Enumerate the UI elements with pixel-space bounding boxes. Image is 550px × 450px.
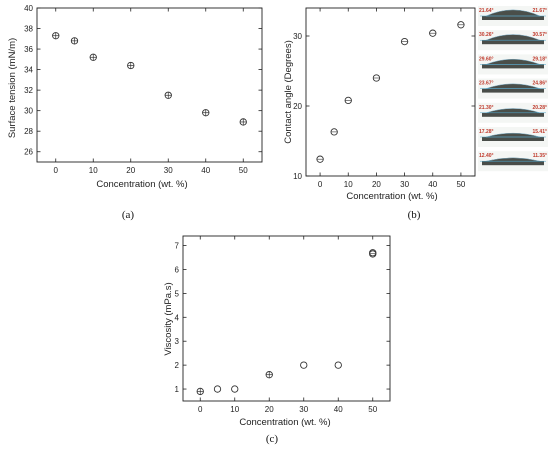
data-point — [400, 37, 409, 46]
x-tick-label: 40 — [201, 166, 210, 175]
drop-angle-left: 23.67° — [479, 81, 494, 87]
data-point — [316, 155, 324, 163]
x-tick-label: 30 — [400, 180, 409, 189]
y-tick-label: 30 — [24, 107, 33, 116]
drop-angle-left: 30.26° — [479, 32, 494, 38]
data-point — [429, 29, 437, 37]
drop-angle-left: 17.28° — [479, 129, 494, 135]
y-tick-label: 1 — [175, 385, 180, 394]
data-point — [457, 21, 465, 29]
data-point — [164, 91, 172, 99]
panel-label: (b) — [408, 209, 421, 221]
data-point — [196, 387, 204, 396]
x-tick-label: 20 — [126, 166, 135, 175]
data-point — [213, 385, 222, 393]
data-point — [300, 361, 308, 369]
data-point — [369, 249, 377, 258]
y-tick-label: 38 — [24, 25, 33, 34]
y-tick-label: 28 — [24, 127, 33, 136]
x-tick-label: 40 — [334, 405, 343, 414]
x-tick-label: 0 — [318, 180, 323, 189]
plot-frame — [305, 7, 476, 177]
drop-image: 29.60° 29.18° — [478, 54, 548, 75]
y-tick-label: 6 — [175, 265, 180, 274]
x-tick-label: 0 — [54, 166, 59, 175]
data-point — [127, 61, 135, 70]
contact-angle-drop-images: 21.64° 21.67° 30.26° 30.57° 29.60° 29.18° 23.6… — [478, 6, 548, 172]
drop-angle-left: 12.40° — [479, 153, 494, 159]
y-tick-label: 32 — [24, 86, 33, 95]
drop-angle-right: 24.86° — [532, 81, 547, 87]
chart-viscosity: 0 10 20 30 40 50 1 2 3 4 5 6 7 Concentration (wt. %)… — [163, 235, 391, 445]
x-tick-label: 30 — [164, 166, 173, 175]
drop-image: 21.64° 21.67° — [478, 6, 548, 26]
y-tick-label: 40 — [24, 4, 33, 13]
drop-angle-right: 21.67° — [532, 8, 547, 14]
y-axis-label: Viscosity (mPa.s) — [163, 282, 174, 355]
x-axis-label: Concentration (wt. %) — [346, 191, 437, 202]
drop-image: 30.26° 30.57° — [478, 30, 548, 51]
data-point — [239, 118, 247, 126]
drop-angle-right: 20.28° — [532, 105, 547, 111]
data-point — [344, 96, 352, 105]
y-tick-label: 30 — [293, 32, 302, 41]
x-tick-label: 10 — [89, 166, 98, 175]
y-tick-label: 5 — [175, 289, 180, 298]
data-point — [372, 74, 381, 82]
drop-image: 21.30° 20.28° — [478, 102, 548, 123]
drop-angle-right: 15.41° — [532, 129, 547, 135]
x-tick-label: 0 — [198, 405, 203, 414]
data-point — [330, 128, 338, 136]
x-tick-label: 50 — [368, 405, 377, 414]
x-tick-label: 10 — [230, 405, 239, 414]
drop-angle-left: 29.60° — [479, 56, 494, 62]
y-tick-label: 4 — [175, 313, 180, 322]
data-point — [89, 53, 97, 61]
y-tick-label: 7 — [175, 242, 180, 251]
y-tick-label: 34 — [24, 66, 33, 75]
drop-angle-left: 21.64° — [479, 8, 494, 14]
y-axis-label: Contact angle (Degrees) — [283, 40, 294, 144]
data-point — [265, 371, 273, 379]
x-tick-label: 30 — [299, 405, 308, 414]
data-point — [231, 385, 239, 393]
drop-angle-left: 21.30° — [479, 105, 494, 111]
data-point — [334, 361, 342, 369]
x-tick-label: 20 — [372, 180, 381, 189]
x-tick-label: 40 — [428, 180, 437, 189]
y-axis-label: Surface tension (mN/m) — [7, 38, 18, 138]
panel-label: (c) — [266, 433, 279, 445]
plot-frame — [36, 7, 263, 163]
data-point — [70, 37, 79, 45]
data-point — [202, 109, 210, 117]
data-point — [52, 32, 60, 40]
y-tick-label: 36 — [24, 45, 33, 54]
y-tick-label: 10 — [293, 172, 302, 181]
x-tick-label: 20 — [265, 405, 274, 414]
x-tick-label: 50 — [239, 166, 248, 175]
x-axis-label: Concentration (wt. %) — [239, 417, 330, 428]
drop-image: 12.40° 11.35° — [478, 151, 548, 172]
x-tick-label: 50 — [456, 180, 465, 189]
chart-surface-tension: 0 10 20 30 40 50 26 28 30 32 34 36 38 40 Concentratio… — [7, 4, 263, 221]
drop-angle-right: 11.35° — [533, 153, 547, 159]
y-tick-label: 20 — [293, 102, 302, 111]
y-tick-label: 3 — [175, 337, 180, 346]
plot-frame — [182, 235, 391, 402]
panel-label: (a) — [122, 209, 135, 221]
drop-image: 17.28° 15.41° — [478, 127, 548, 147]
x-tick-label: 10 — [344, 180, 353, 189]
drop-image: 23.67° 24.86° — [478, 78, 548, 99]
y-tick-label: 2 — [175, 361, 180, 370]
y-tick-label: 26 — [24, 148, 33, 157]
x-axis-label: Concentration (wt. %) — [96, 179, 187, 190]
drop-angle-right: 29.18° — [532, 56, 547, 62]
drop-angle-right: 30.57° — [532, 32, 547, 38]
